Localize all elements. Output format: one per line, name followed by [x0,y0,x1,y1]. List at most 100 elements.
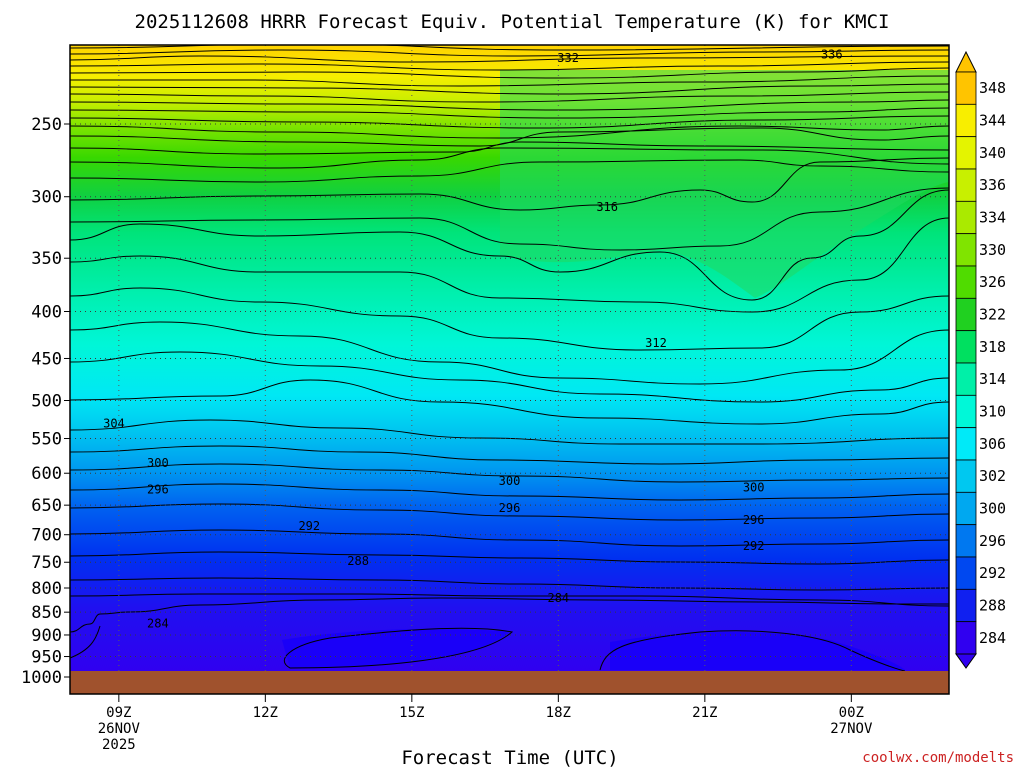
contour-label: 284 [147,617,169,631]
theta-contours [70,45,949,671]
x-tick-label: 2025 [102,737,136,753]
colorbar-tick-label: 310 [979,403,1006,421]
y-tick-label: 450 [31,349,62,369]
colorbar-swatch [955,459,977,493]
colorbar-tick-label: 296 [979,532,1006,550]
high-theta-pocket [500,70,949,298]
colorbar-tick-label: 306 [979,435,1006,453]
contour-line [70,593,949,607]
credit-link[interactable]: coolwx.com/modelts [862,750,1014,766]
contour-line [70,529,949,547]
y-tick-label: 350 [31,249,62,269]
colorbar-tick-label: 334 [979,209,1006,227]
plot-area [69,44,950,695]
contour-line [70,503,949,521]
y-tick-label: 900 [31,626,62,646]
x-tick-label: 21Z [692,705,717,721]
contour-label: 332 [557,51,579,65]
contour-line [70,141,949,155]
colorbar-tick-label: 330 [979,241,1006,259]
contour-line [70,159,949,183]
colorbar-tick-label: 300 [979,500,1006,518]
colorbar-bottom-arrow [955,653,977,669]
y-tick-label: 250 [31,115,62,135]
colorbar-tick-label: 348 [979,79,1006,97]
colorbar-top-arrow [955,50,977,73]
colorbar-tick-label: 340 [979,144,1006,162]
ground-below-surface [70,671,949,694]
contour-label: 292 [743,539,765,553]
plot-gridlines [70,45,949,694]
colorbar-tick-label: 322 [979,306,1006,324]
x-tick-label: 26NOV [98,721,141,737]
colorbar-tick-label: 344 [979,112,1006,130]
contour-line [70,445,949,465]
y-tick-label: 600 [31,464,62,484]
x-tick-label: 27NOV [830,721,873,737]
contour-label: 312 [645,336,667,350]
contour-label: 296 [743,513,765,527]
colorbar-swatch [955,265,977,299]
contour-label: 288 [347,554,369,568]
colorbar-swatch [955,362,977,396]
x-tick-label: 18Z [546,705,571,721]
contour-label: 296 [147,483,169,497]
contour-line [70,157,949,211]
y-axis-ticks: 250 300 350 400 450 500 550 600 650 700 750 800 850 9… [21,115,70,688]
contour-line [70,125,949,139]
contour-line [70,127,949,147]
colorbar-tick-label: 284 [979,629,1006,647]
contour-line [70,379,949,425]
contour-label: 316 [596,200,618,214]
contour-label: 292 [298,519,320,533]
colorbar-swatch [955,524,977,558]
y-tick-label: 750 [31,553,62,573]
contour-label: 300 [743,481,765,495]
y-tick-label: 550 [31,430,62,450]
contour-label: 300 [147,456,169,470]
y-tick-label: 700 [31,526,62,546]
contour-line [70,99,949,111]
colorbar-swatch [955,556,977,590]
colorbar-swatch [955,427,977,461]
y-tick-label: 1000 [21,668,62,688]
contour-line [70,49,949,57]
contour-label: 296 [499,501,521,515]
contour-label: 284 [547,591,569,605]
contour-label: 336 [821,47,843,61]
contour-line [70,91,949,103]
y-tick-label: 300 [31,188,62,208]
y-tick-label: 650 [31,496,62,516]
contour-line [70,287,949,351]
colorbar-tick-label: 302 [979,467,1006,485]
x-tick-label: 00Z [839,705,864,721]
colorbar-labels: 348 344 340 336 334 330 326 322 318 314 310 306 302 3… [979,79,1006,647]
contour-line [70,115,949,129]
colorbar-swatch [955,588,977,623]
colorbar-swatch [955,136,977,170]
x-tick-label: 09Z [106,705,131,721]
contour-line [70,75,949,87]
contour-line [70,351,949,403]
y-tick-label: 950 [31,648,62,668]
contour-line [70,551,949,565]
contour-line [70,321,949,385]
y-tick-label: 500 [31,392,62,412]
colorbar-swatch [955,200,977,235]
contour-labels: 332 336 316 312 304 300 296 300 296 300 296 292 292 2… [103,47,843,631]
colorbar-tick-label: 314 [979,370,1006,388]
colorbar-swatch [955,491,977,526]
contour-line [70,577,949,591]
colorbar-swatch [955,394,977,429]
x-tick-label: 12Z [253,705,278,721]
x-axis-title: Forecast Time (UTC) [401,747,618,768]
contour-line [70,61,949,71]
y-tick-label: 850 [31,603,62,623]
contour-line [70,419,949,445]
contour-line [599,630,906,671]
contour-line [70,83,949,95]
plot-frame [69,44,950,695]
x-tick-label: 15Z [399,705,424,721]
colorbar-swatch [955,297,977,332]
colorbar-swatch [955,103,977,138]
